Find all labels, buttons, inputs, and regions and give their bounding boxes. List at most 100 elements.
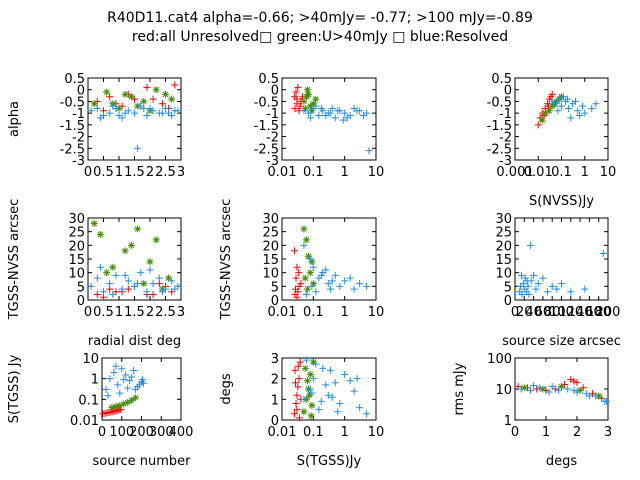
data-point-green	[309, 280, 317, 288]
data-point-blue	[312, 360, 320, 368]
data-point-red	[295, 375, 303, 383]
x-tick-label: 3	[177, 165, 185, 180]
y-tick-label: 0	[504, 84, 512, 99]
data-point-blue	[365, 147, 373, 155]
y-tick-label: 15	[68, 253, 85, 268]
data-point-blue	[353, 375, 361, 383]
data-point-blue	[120, 376, 128, 384]
data-point-blue	[93, 274, 101, 282]
data-point-blue	[302, 291, 310, 299]
y-tick-label: 0	[504, 294, 512, 309]
title-line-2: red:all Unresolved□ green:U>40mJy □ blue…	[132, 29, 508, 45]
data-point-red	[290, 247, 298, 255]
data-point-red	[293, 263, 301, 271]
data-point-red	[534, 121, 542, 129]
data-point-blue	[592, 392, 600, 400]
x-tick-label: 80	[544, 305, 561, 320]
y-tick-label: 0	[271, 294, 279, 309]
data-point-green	[112, 403, 120, 410]
data-point-blue	[527, 386, 534, 394]
y-tick-label: -0.5	[487, 95, 512, 110]
x-tick-label: 0.1	[551, 165, 572, 180]
data-point-red	[292, 274, 300, 282]
data-point-blue	[87, 282, 95, 290]
y-tick-label: -2	[499, 131, 512, 146]
data-point-green	[103, 269, 111, 277]
y-tick-label: 25	[495, 226, 512, 241]
data-point-blue	[326, 109, 334, 117]
data-point-blue	[300, 395, 308, 403]
data-point-blue	[331, 379, 339, 387]
y-tick-label: 20	[68, 239, 85, 254]
data-point-blue	[114, 381, 122, 389]
data-point-blue	[341, 371, 349, 379]
data-point-green	[146, 258, 154, 266]
data-point-blue	[324, 280, 332, 288]
x-tick-label: 100	[109, 425, 134, 440]
y-tick-label: 10	[68, 267, 85, 282]
data-point-blue	[581, 109, 589, 117]
plot-frame	[281, 217, 377, 301]
data-point-blue	[306, 385, 314, 393]
data-point-blue	[571, 97, 579, 105]
y-axis-label: alpha	[7, 101, 22, 137]
x-tick-label: 140	[568, 305, 593, 320]
x-tick-label: 0.01	[524, 165, 553, 180]
y-axis-label: TGSS-NVSS arcsec	[219, 199, 234, 321]
x-axis-label: source number	[92, 454, 191, 469]
data-point-blue	[536, 384, 544, 392]
x-tick-label: 0	[84, 165, 92, 180]
y-tick-label: 0.5	[491, 72, 512, 87]
y-tick-label: 15	[262, 253, 279, 268]
x-tick-label: 20	[516, 305, 533, 320]
x-tick-label: 60	[535, 305, 552, 320]
data-point-blue	[518, 271, 526, 279]
data-point-red	[296, 102, 304, 110]
data-point-blue	[116, 389, 124, 397]
x-tick-label: 200	[129, 425, 154, 440]
y-tick-label: 0.1	[78, 393, 99, 408]
data-point-red	[533, 385, 541, 393]
data-point-blue	[110, 368, 118, 376]
data-point-red	[143, 83, 151, 91]
data-point-green	[127, 93, 135, 101]
data-point-blue	[146, 104, 154, 112]
panels: 0 0.5 1 1.5 2 2.5 3-3-2.5-2-1.5-1-0.500.5alpha…	[7, 72, 621, 469]
data-point-blue	[124, 384, 132, 392]
x-tick-label: 1	[341, 425, 349, 440]
data-point-blue	[350, 285, 358, 293]
y-tick-label: -2.5	[487, 142, 512, 157]
data-point-green	[140, 97, 148, 105]
data-point-blue	[136, 381, 144, 389]
data-point-green	[308, 107, 316, 115]
data-point-blue	[146, 266, 154, 274]
data-point-blue	[341, 109, 349, 117]
data-point-green	[121, 90, 129, 98]
data-point-blue	[334, 408, 342, 416]
y-tick-label: 3	[271, 352, 279, 367]
x-tick-label: 120	[558, 305, 583, 320]
data-point-blue	[137, 269, 145, 277]
x-tick-label: 10	[600, 165, 617, 180]
x-tick-label: 0.001	[496, 165, 533, 180]
y-tick-label: -1	[72, 107, 85, 122]
data-point-blue	[343, 114, 351, 122]
y-tick-label: 10	[262, 267, 279, 282]
x-tick-label: 40	[525, 305, 542, 320]
data-point-green	[103, 88, 111, 96]
x-tick-label: 0	[98, 425, 106, 440]
y-tick-label: 0.5	[64, 72, 85, 87]
data-point-red	[291, 104, 299, 112]
x-tick-label: 200	[596, 305, 621, 320]
panel-6: 020406080100120140160180200051015202530s…	[495, 212, 620, 349]
x-tick-label: 300	[149, 425, 174, 440]
data-point-blue	[574, 107, 582, 115]
data-point-blue	[104, 392, 112, 400]
data-point-blue	[564, 385, 572, 393]
data-point-blue	[545, 388, 553, 396]
data-point-green	[108, 404, 116, 412]
y-tick-label: -0.5	[60, 95, 85, 110]
data-point-blue	[319, 364, 327, 372]
data-point-blue	[300, 241, 308, 249]
